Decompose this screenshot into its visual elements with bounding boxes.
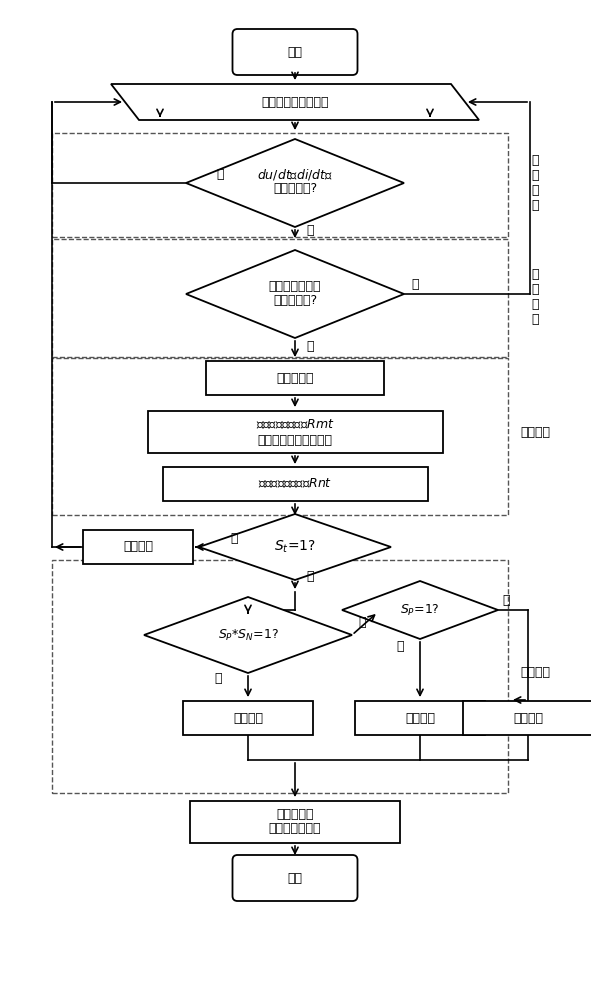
Text: 负极故障: 负极故障 [513, 712, 543, 724]
Bar [52, 133, 508, 237]
Text: 是: 是 [215, 672, 222, 684]
Bar [52, 358, 508, 515]
Text: 开始: 开始 [287, 45, 303, 58]
Text: 接收对端方向信号$Rnt$: 接收对端方向信号$Rnt$ [258, 477, 332, 491]
Text: 足动作条件?: 足动作条件? [273, 182, 317, 196]
Polygon shape [111, 84, 479, 120]
Text: 并将该信号发送给对端: 并将该信号发送给对端 [258, 434, 333, 446]
Text: 故
障
检
测: 故 障 检 测 [531, 268, 539, 326]
Text: 否: 否 [230, 532, 238, 544]
Text: 发跳闸信号: 发跳闸信号 [276, 808, 314, 822]
Text: 是: 是 [306, 340, 314, 354]
FancyBboxPatch shape [232, 855, 358, 901]
Bar [163, 467, 427, 501]
Bar [52, 560, 508, 793]
Text: 故障选极: 故障选极 [520, 666, 550, 678]
Text: 否: 否 [216, 168, 224, 182]
Text: $S_P$$*$$S_N$=1?: $S_P$$*$$S_N$=1? [217, 627, 278, 643]
Text: 相应断路器动作: 相应断路器动作 [269, 822, 322, 836]
Polygon shape [144, 597, 352, 673]
Polygon shape [342, 581, 498, 639]
Text: 足动作条件?: 足动作条件? [273, 294, 317, 308]
Bar [355, 701, 485, 735]
Text: 故
障
启
动: 故 障 启 动 [531, 154, 539, 212]
Text: 是: 是 [396, 640, 404, 652]
Text: $S_t$=1?: $S_t$=1? [274, 539, 316, 555]
Text: 双极故障: 双极故障 [233, 712, 263, 724]
Text: 否: 否 [502, 593, 510, 606]
Text: 低压过流保护满: 低压过流保护满 [269, 280, 322, 294]
Text: 故障识别: 故障识别 [520, 426, 550, 440]
Polygon shape [186, 139, 404, 227]
Bar [206, 361, 384, 395]
Text: 结束: 结束 [287, 871, 303, 884]
Text: 区外故障: 区外故障 [123, 540, 153, 554]
Bar [183, 701, 313, 735]
Text: $du/dt$、$di/dt$满: $du/dt$、$di/dt$满 [257, 166, 333, 182]
Text: 正极故障: 正极故障 [405, 712, 435, 724]
Text: 是: 是 [306, 570, 314, 584]
FancyBboxPatch shape [232, 29, 358, 75]
Polygon shape [186, 250, 404, 338]
Text: 否: 否 [411, 278, 419, 292]
Bar [148, 411, 443, 453]
Bar [463, 701, 591, 735]
Bar [190, 801, 400, 843]
Bar [83, 530, 193, 564]
Text: 计算方向判别信号$Rmt$: 计算方向判别信号$Rmt$ [256, 418, 335, 432]
Text: 读取电压、电流数据: 读取电压、电流数据 [261, 96, 329, 108]
Bar [52, 239, 508, 357]
Text: 否: 否 [358, 615, 366, 629]
Text: $S_P$=1?: $S_P$=1? [400, 602, 440, 618]
Text: 是: 是 [306, 225, 314, 237]
Polygon shape [199, 514, 391, 580]
Text: 闭锁换流器: 闭锁换流器 [276, 371, 314, 384]
